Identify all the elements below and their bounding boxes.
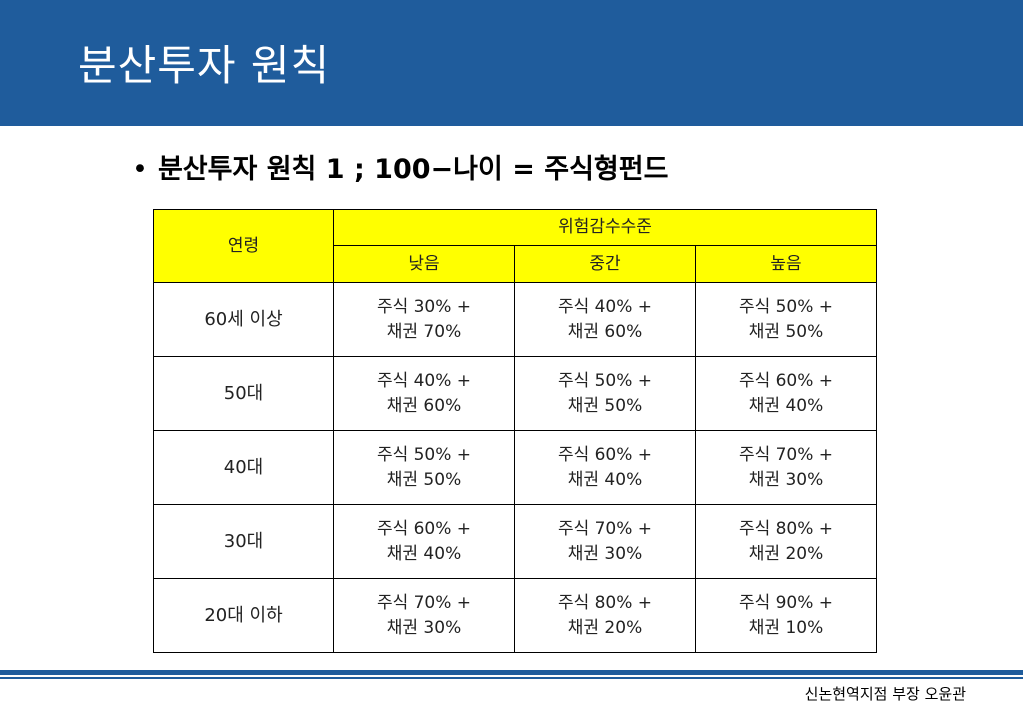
allocation-cell: 주식 80% + 채권 20% bbox=[514, 578, 696, 653]
risk-level-low: 낮음 bbox=[333, 245, 515, 283]
risk-level-mid: 중간 bbox=[514, 245, 696, 283]
stock-ratio: 주식 60% + bbox=[557, 444, 653, 465]
allocation-cell: 주식 60% + 채권 40% bbox=[514, 430, 696, 505]
stock-ratio: 주식 40% + bbox=[376, 370, 472, 391]
table-row: 60세 이상 주식 30% + 채권 70% 주식 40% + 채권 60% 주식 … bbox=[153, 282, 878, 357]
bond-ratio: 채권 10% bbox=[748, 617, 824, 638]
bond-ratio: 채권 30% bbox=[567, 543, 643, 564]
bond-ratio: 채권 40% bbox=[567, 469, 643, 490]
bullet-icon: • bbox=[132, 154, 148, 185]
bond-ratio: 채권 40% bbox=[386, 543, 462, 564]
table-row: 20대 이하 주식 70% + 채권 30% 주식 80% + 채권 20% 주식 … bbox=[153, 578, 878, 653]
stock-ratio: 주식 80% + bbox=[557, 592, 653, 613]
allocation-cell: 주식 60% + 채권 40% bbox=[694, 356, 878, 431]
allocation-cell: 주식 50% + 채권 50% bbox=[333, 430, 515, 505]
footer-divider bbox=[0, 670, 1023, 675]
stock-ratio: 주식 90% + bbox=[738, 592, 834, 613]
footer-presenter: 신논현역지점 부장 오윤관 bbox=[804, 685, 966, 703]
allocation-cell: 주식 50% + 채권 50% bbox=[514, 356, 696, 431]
risk-level-high: 높음 bbox=[694, 245, 878, 283]
stock-ratio: 주식 70% + bbox=[376, 592, 472, 613]
allocation-cell: 주식 40% + 채권 60% bbox=[514, 282, 696, 357]
age-cell: 40대 bbox=[153, 430, 334, 505]
allocation-cell: 주식 40% + 채권 60% bbox=[333, 356, 515, 431]
allocation-cell: 주식 70% + 채권 30% bbox=[514, 504, 696, 579]
allocation-cell: 주식 30% + 채권 70% bbox=[333, 282, 515, 357]
stock-ratio: 주식 70% + bbox=[557, 518, 653, 539]
age-cell: 60세 이상 bbox=[153, 282, 334, 357]
allocation-cell: 주식 70% + 채권 30% bbox=[333, 578, 515, 653]
allocation-cell: 주식 50% + 채권 50% bbox=[694, 282, 878, 357]
stock-ratio: 주식 70% + bbox=[738, 444, 834, 465]
bond-ratio: 채권 70% bbox=[386, 321, 462, 342]
age-cell: 30대 bbox=[153, 504, 334, 579]
bond-ratio: 채권 40% bbox=[748, 395, 824, 416]
bond-ratio: 채권 50% bbox=[386, 469, 462, 490]
bond-ratio: 채권 60% bbox=[567, 321, 643, 342]
bond-ratio: 채권 20% bbox=[567, 617, 643, 638]
allocation-table: 연령 위험감수수준 낮음 중간 높음 60세 이상 주식 30% + 채권 70%… bbox=[153, 209, 878, 653]
stock-ratio: 주식 50% + bbox=[557, 370, 653, 391]
bond-ratio: 채권 20% bbox=[748, 543, 824, 564]
table-row: 30대 주식 60% + 채권 40% 주식 70% + 채권 30% 주식 80%… bbox=[153, 504, 878, 579]
table-row: 40대 주식 50% + 채권 50% 주식 60% + 채권 40% 주식 70%… bbox=[153, 430, 878, 505]
bullet-item: • 분산투자 원칙 1 ; 100−나이 = 주식형펀드 bbox=[132, 147, 668, 186]
bullet-text: 분산투자 원칙 1 ; 100−나이 = 주식형펀드 bbox=[157, 154, 669, 185]
age-header: 연령 bbox=[153, 209, 334, 283]
bond-ratio: 채권 30% bbox=[748, 469, 824, 490]
stock-ratio: 주식 60% + bbox=[738, 370, 834, 391]
allocation-cell: 주식 80% + 채권 20% bbox=[694, 504, 878, 579]
allocation-cell: 주식 90% + 채권 10% bbox=[694, 578, 878, 653]
age-cell: 20대 이하 bbox=[153, 578, 334, 653]
age-cell: 50대 bbox=[153, 356, 334, 431]
title-band bbox=[0, 0, 1023, 126]
bond-ratio: 채권 30% bbox=[386, 617, 462, 638]
risk-header: 위험감수수준 bbox=[332, 209, 878, 246]
allocation-cell: 주식 60% + 채권 40% bbox=[333, 504, 515, 579]
stock-ratio: 주식 50% + bbox=[738, 296, 834, 317]
stock-ratio: 주식 50% + bbox=[376, 444, 472, 465]
table-row: 50대 주식 40% + 채권 60% 주식 50% + 채권 50% 주식 60%… bbox=[153, 356, 878, 431]
stock-ratio: 주식 40% + bbox=[557, 296, 653, 317]
allocation-cell: 주식 70% + 채권 30% bbox=[694, 430, 878, 505]
stock-ratio: 주식 60% + bbox=[376, 518, 472, 539]
footer-divider-thin bbox=[0, 677, 1023, 679]
slide-title: 분산투자 원칙 bbox=[78, 41, 331, 90]
bond-ratio: 채권 50% bbox=[748, 321, 824, 342]
stock-ratio: 주식 30% + bbox=[376, 296, 472, 317]
stock-ratio: 주식 80% + bbox=[738, 518, 834, 539]
bond-ratio: 채권 60% bbox=[386, 395, 462, 416]
bond-ratio: 채권 50% bbox=[567, 395, 643, 416]
